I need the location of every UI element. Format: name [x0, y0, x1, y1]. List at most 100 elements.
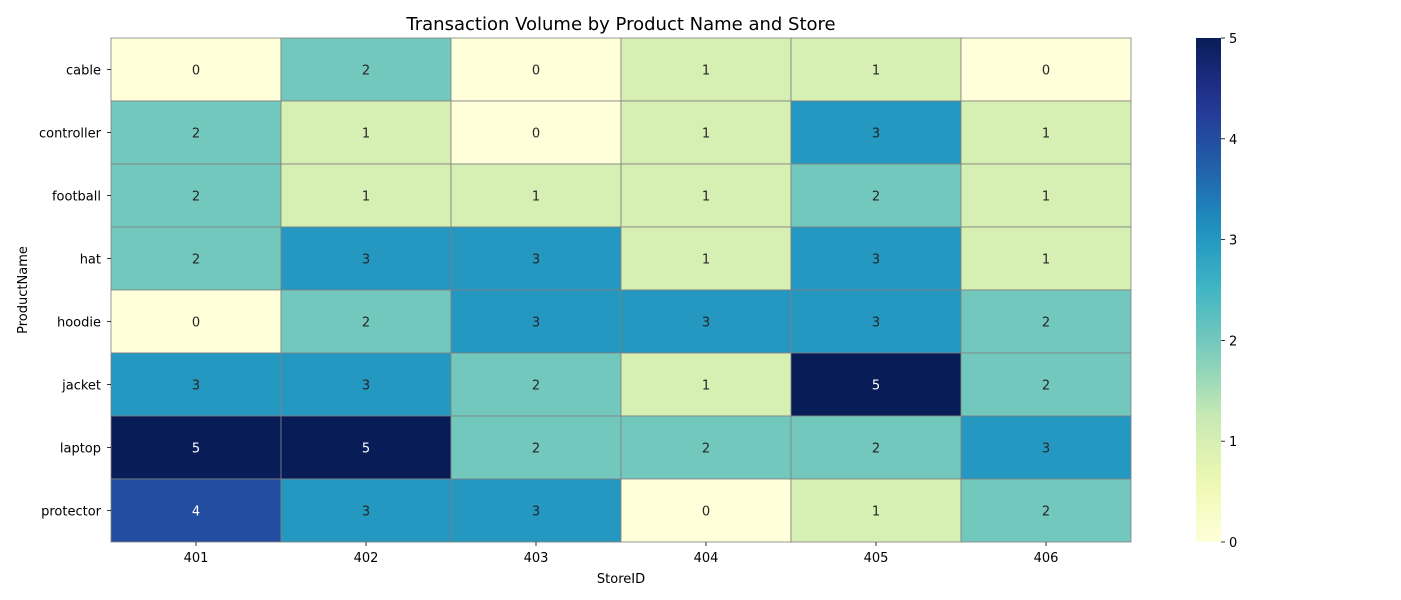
heatmap-cell-controller-406	[960, 100, 1132, 165]
x-tick-label: 404	[694, 551, 719, 566]
cell-value-label: 0	[192, 316, 200, 331]
heatmap-cell-controller-404	[620, 100, 792, 165]
heatmap-cell-football-404	[620, 163, 792, 228]
cell-value-label: 1	[532, 190, 540, 205]
heatmap-cell-laptop-404	[620, 415, 792, 480]
x-tick-label: 401	[184, 551, 209, 566]
cell-value-label: 4	[192, 505, 200, 520]
cell-value-label: 1	[872, 505, 880, 520]
cell-value-label: 3	[362, 379, 370, 394]
heatmap-cell-hoodie-404	[620, 289, 792, 354]
cell-value-label: 0	[532, 127, 540, 142]
heatmap-cell-football-406	[960, 163, 1132, 228]
cell-value-label: 3	[872, 316, 880, 331]
cell-value-label: 5	[872, 379, 880, 394]
cell-value-label: 2	[1042, 505, 1050, 520]
cell-value-label: 0	[702, 505, 710, 520]
cell-value-label: 0	[532, 64, 540, 79]
heatmap-cell-protector-401	[110, 478, 282, 543]
cell-value-label: 5	[362, 442, 370, 457]
heatmap-cell-jacket-401	[110, 352, 282, 417]
heatmap-cell-controller-402	[280, 100, 452, 165]
heatmap-cell-protector-405	[790, 478, 962, 543]
y-axis-label: ProductName	[16, 246, 31, 334]
heatmap-cell-hat-401	[110, 226, 282, 291]
heatmap-cell-cable-401	[110, 37, 282, 102]
heatmap-cell-cable-404	[620, 37, 792, 102]
x-tick-label: 402	[354, 551, 379, 566]
heatmap-cell-protector-403	[450, 478, 622, 543]
y-tick-label: jacket	[61, 379, 101, 394]
colorbar-ticks: 0 1 2 3 4 5	[1221, 32, 1237, 551]
cell-value-label: 3	[872, 253, 880, 268]
heatmap-cell-cable-403	[450, 37, 622, 102]
heatmap-cell-laptop-406	[960, 415, 1132, 480]
heatmap-cell-hat-403	[450, 226, 622, 291]
heatmap-cell-protector-406	[960, 478, 1132, 543]
heatmap-cell-cable-406	[960, 37, 1132, 102]
chart-title: Transaction Volume by Product Name and S…	[405, 14, 835, 35]
x-tick-label: 406	[1034, 551, 1059, 566]
colorbar-tick-label: 3	[1229, 234, 1237, 249]
heatmap-cell-laptop-402	[280, 415, 452, 480]
colorbar-tick-label: 5	[1229, 32, 1237, 47]
heatmap-cell-football-402	[280, 163, 452, 228]
colorbar-tick-label: 1	[1229, 435, 1237, 450]
cell-value-label: 1	[702, 127, 710, 142]
cell-value-label: 1	[702, 190, 710, 205]
cell-value-label: 1	[362, 190, 370, 205]
cell-value-label: 2	[192, 253, 200, 268]
x-tick-label: 405	[864, 551, 889, 566]
cell-value-label: 3	[362, 505, 370, 520]
colorbar-tick-label: 2	[1229, 334, 1237, 349]
heatmap-cell-hoodie-405	[790, 289, 962, 354]
colorbar-tick-label: 0	[1229, 536, 1237, 551]
heatmap-cell-cable-405	[790, 37, 962, 102]
cell-value-label: 3	[872, 127, 880, 142]
cell-value-label: 0	[192, 64, 200, 79]
cell-value-label: 2	[532, 379, 540, 394]
colorbar-tick-label: 4	[1229, 133, 1237, 148]
heatmap-cell-hoodie-401	[110, 289, 282, 354]
cell-value-label: 2	[1042, 316, 1050, 331]
cell-value-label: 2	[872, 190, 880, 205]
cell-value-label: 3	[702, 316, 710, 331]
cell-value-label: 2	[532, 442, 540, 457]
cell-value-label: 3	[532, 505, 540, 520]
heatmap-cell-laptop-403	[450, 415, 622, 480]
cell-value-label: 1	[362, 127, 370, 142]
cell-value-label: 0	[1042, 64, 1050, 79]
heatmap-cell-hoodie-403	[450, 289, 622, 354]
cell-value-label: 2	[1042, 379, 1050, 394]
heatmap-cell-hat-406	[960, 226, 1132, 291]
heatmap-cell-labels: 0 2 0 1 1 0 2 1 0 1 3 1 2 1 1 1 2 1 2 3 3 1 3 1 0 2 3 3 3 2 3 3 2 1 5 2 5 5 2 2…	[192, 64, 1050, 520]
heatmap-cells	[110, 37, 1132, 543]
heatmap-cell-cable-402	[280, 37, 452, 102]
cell-value-label: 2	[192, 190, 200, 205]
y-tick-label: hoodie	[57, 316, 101, 331]
y-tick-label: protector	[41, 505, 102, 520]
cell-value-label: 1	[702, 379, 710, 394]
heatmap-cell-hoodie-406	[960, 289, 1132, 354]
heatmap-cell-jacket-405	[790, 352, 962, 417]
x-axis-label: StoreID	[597, 572, 645, 587]
cell-value-label: 1	[702, 253, 710, 268]
cell-value-label: 5	[192, 442, 200, 457]
cell-value-label: 1	[702, 64, 710, 79]
heatmap-cell-football-403	[450, 163, 622, 228]
x-tick-label: 403	[524, 551, 549, 566]
y-tick-label: hat	[80, 253, 101, 268]
cell-value-label: 1	[1042, 127, 1050, 142]
cell-value-label: 3	[532, 316, 540, 331]
cell-value-label: 1	[1042, 253, 1050, 268]
cell-value-label: 2	[362, 64, 370, 79]
cell-value-label: 2	[872, 442, 880, 457]
x-axis-ticks: 401 402 403 404 405 406	[184, 542, 1059, 566]
cell-value-label: 1	[872, 64, 880, 79]
heatmap-cell-laptop-401	[110, 415, 282, 480]
cell-value-label: 2	[192, 127, 200, 142]
heatmap-cell-protector-404	[620, 478, 792, 543]
y-tick-label: laptop	[60, 442, 101, 457]
heatmap-cell-hat-405	[790, 226, 962, 291]
